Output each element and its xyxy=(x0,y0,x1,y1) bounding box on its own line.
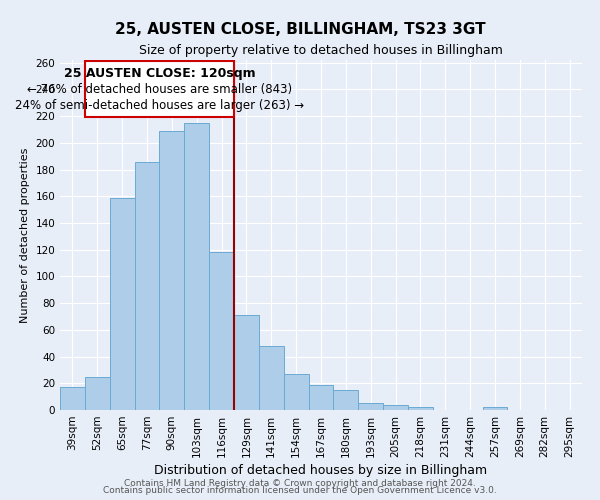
X-axis label: Distribution of detached houses by size in Billingham: Distribution of detached houses by size … xyxy=(154,464,488,477)
Text: 25 AUSTEN CLOSE: 120sqm: 25 AUSTEN CLOSE: 120sqm xyxy=(64,67,255,80)
Text: Contains public sector information licensed under the Open Government Licence v3: Contains public sector information licen… xyxy=(103,486,497,495)
Bar xyxy=(209,252,234,410)
Bar xyxy=(234,315,259,410)
Text: 25, AUSTEN CLOSE, BILLINGHAM, TS23 3GT: 25, AUSTEN CLOSE, BILLINGHAM, TS23 3GT xyxy=(115,22,485,38)
Bar xyxy=(284,374,308,410)
Text: ← 76% of detached houses are smaller (843): ← 76% of detached houses are smaller (84… xyxy=(27,83,292,96)
FancyBboxPatch shape xyxy=(85,62,233,118)
Bar xyxy=(358,404,383,410)
Title: Size of property relative to detached houses in Billingham: Size of property relative to detached ho… xyxy=(139,44,503,58)
Bar xyxy=(160,131,184,410)
Bar xyxy=(85,376,110,410)
Bar xyxy=(110,198,134,410)
Bar xyxy=(259,346,284,410)
Text: 24% of semi-detached houses are larger (263) →: 24% of semi-detached houses are larger (… xyxy=(15,98,304,112)
Y-axis label: Number of detached properties: Number of detached properties xyxy=(20,148,30,322)
Bar xyxy=(334,390,358,410)
Bar xyxy=(184,123,209,410)
Bar xyxy=(60,388,85,410)
Bar xyxy=(134,162,160,410)
Bar xyxy=(308,384,334,410)
Bar xyxy=(408,408,433,410)
Text: Contains HM Land Registry data © Crown copyright and database right 2024.: Contains HM Land Registry data © Crown c… xyxy=(124,478,476,488)
Bar xyxy=(383,404,408,410)
Bar xyxy=(482,408,508,410)
